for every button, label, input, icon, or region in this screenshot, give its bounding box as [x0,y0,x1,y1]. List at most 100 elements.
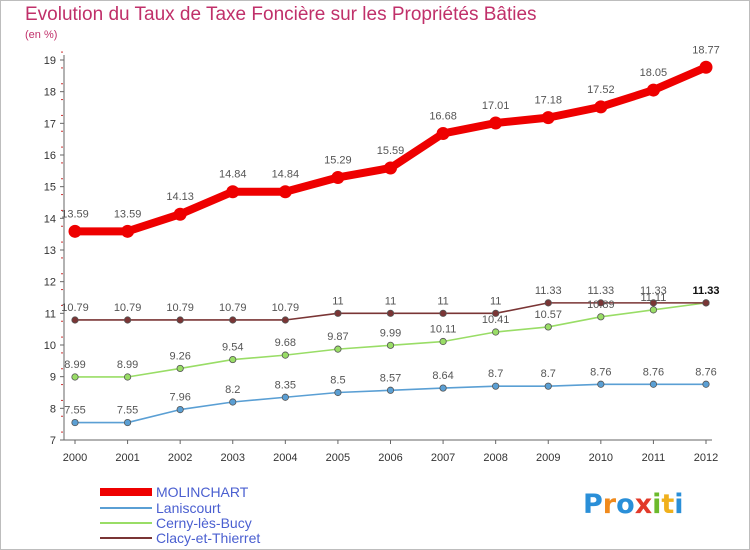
legend-item: Laniscourt [100,500,221,516]
y-tick-label: 8 [50,403,56,415]
x-tick-label: 2007 [431,452,455,464]
data-label: 10.11 [430,324,457,336]
data-label: 11.33 [535,285,562,297]
data-label: 8.7 [488,368,503,380]
data-point [173,207,187,221]
data-point [71,373,79,381]
data-point [649,380,658,388]
data-label: 18.77 [692,44,720,56]
data-point [492,328,500,336]
logo-letter: i [674,489,684,520]
y-tick-label: 13 [44,245,56,257]
legend-item: Cerny-lès-Bucy [100,515,252,531]
legend-swatch [100,507,152,509]
data-label: 17.52 [587,84,615,96]
legend-label: Laniscourt [156,500,221,516]
data-point [492,309,500,317]
data-label: 11.33 [693,285,720,297]
data-label: 8.76 [643,366,664,378]
data-label: 9.54 [222,342,243,354]
data-point [331,170,345,184]
data-point [702,299,710,307]
data-point [386,341,395,349]
data-label: 17.18 [534,95,562,107]
data-label: 10.79 [219,302,247,314]
chart-title: Evolution du Taux de Taxe Foncière sur l… [25,4,537,25]
data-label: 7.55 [117,405,138,417]
data-point [649,299,658,307]
legend-swatch [100,522,152,524]
logo-letter: i [652,489,662,520]
data-point [123,418,132,427]
data-point [646,83,660,97]
data-label: 9.87 [327,331,348,343]
logo-letter: t [661,489,675,520]
data-point [386,309,395,317]
data-label: 7.55 [64,405,85,417]
data-label: 10.41 [482,314,510,326]
y-tick-label: 11 [45,308,56,320]
y-tick-label: 10 [44,340,56,352]
data-point [334,309,342,317]
legend-label: MOLINCHART [156,484,249,500]
data-point [281,393,289,401]
data-label: 11 [490,295,501,307]
data-point [436,126,450,140]
logo-letter: r [602,489,617,520]
data-label: 8.5 [330,375,345,387]
data-label: 10.79 [272,302,300,314]
data-point [229,316,237,324]
data-point [386,386,395,394]
data-point [649,306,658,314]
logo-letter: o [616,489,635,520]
data-label: 11.11 [640,292,666,304]
data-label: 8.76 [695,366,716,378]
data-point [71,418,79,427]
data-point [281,351,289,359]
data-point [597,380,605,388]
data-label: 8.64 [432,370,453,382]
y-tick-label: 19 [44,55,56,67]
data-label: 11.33 [693,285,720,297]
data-label: 15.29 [324,154,352,166]
unit-label: (en %) [25,29,58,41]
x-tick-label: 2009 [536,452,560,464]
data-label: 9.26 [169,350,190,362]
x-tick-label: 2012 [694,452,718,464]
data-label: 8.99 [64,359,85,371]
data-label: 11 [385,295,396,307]
data-label: 11.33 [640,285,667,297]
data-point [544,382,552,390]
x-tick-label: 2004 [273,452,297,464]
y-tick-label: 16 [44,150,56,162]
data-point [176,316,184,324]
data-label: 14.84 [272,169,300,181]
data-point [278,185,292,199]
legend-item: MOLINCHART [100,484,248,500]
data-point [123,373,132,381]
data-point [439,384,447,392]
data-label: 9.99 [380,327,401,339]
x-tick-label: 2011 [642,452,666,464]
x-tick-label: 2000 [63,452,87,464]
data-label: 11 [437,295,448,307]
data-label: 8.99 [117,359,138,371]
data-label: 14.84 [219,169,247,181]
data-label: 16.68 [429,110,457,122]
data-label: 8.2 [225,384,240,396]
data-label: 8.7 [541,368,556,380]
data-point [334,345,342,353]
data-point [544,299,552,307]
data-label: 10.79 [114,302,142,314]
data-point [594,100,608,114]
data-label: 11 [332,295,343,307]
y-tick-label: 14 [44,213,56,225]
data-point [597,313,605,321]
data-point [226,185,240,199]
data-label: 15.59 [377,145,405,157]
legend-label: Cerny-lès-Bucy [156,515,252,531]
data-label: 9.68 [275,337,296,349]
legend-swatch [100,537,152,539]
x-tick-label: 2003 [221,452,245,464]
